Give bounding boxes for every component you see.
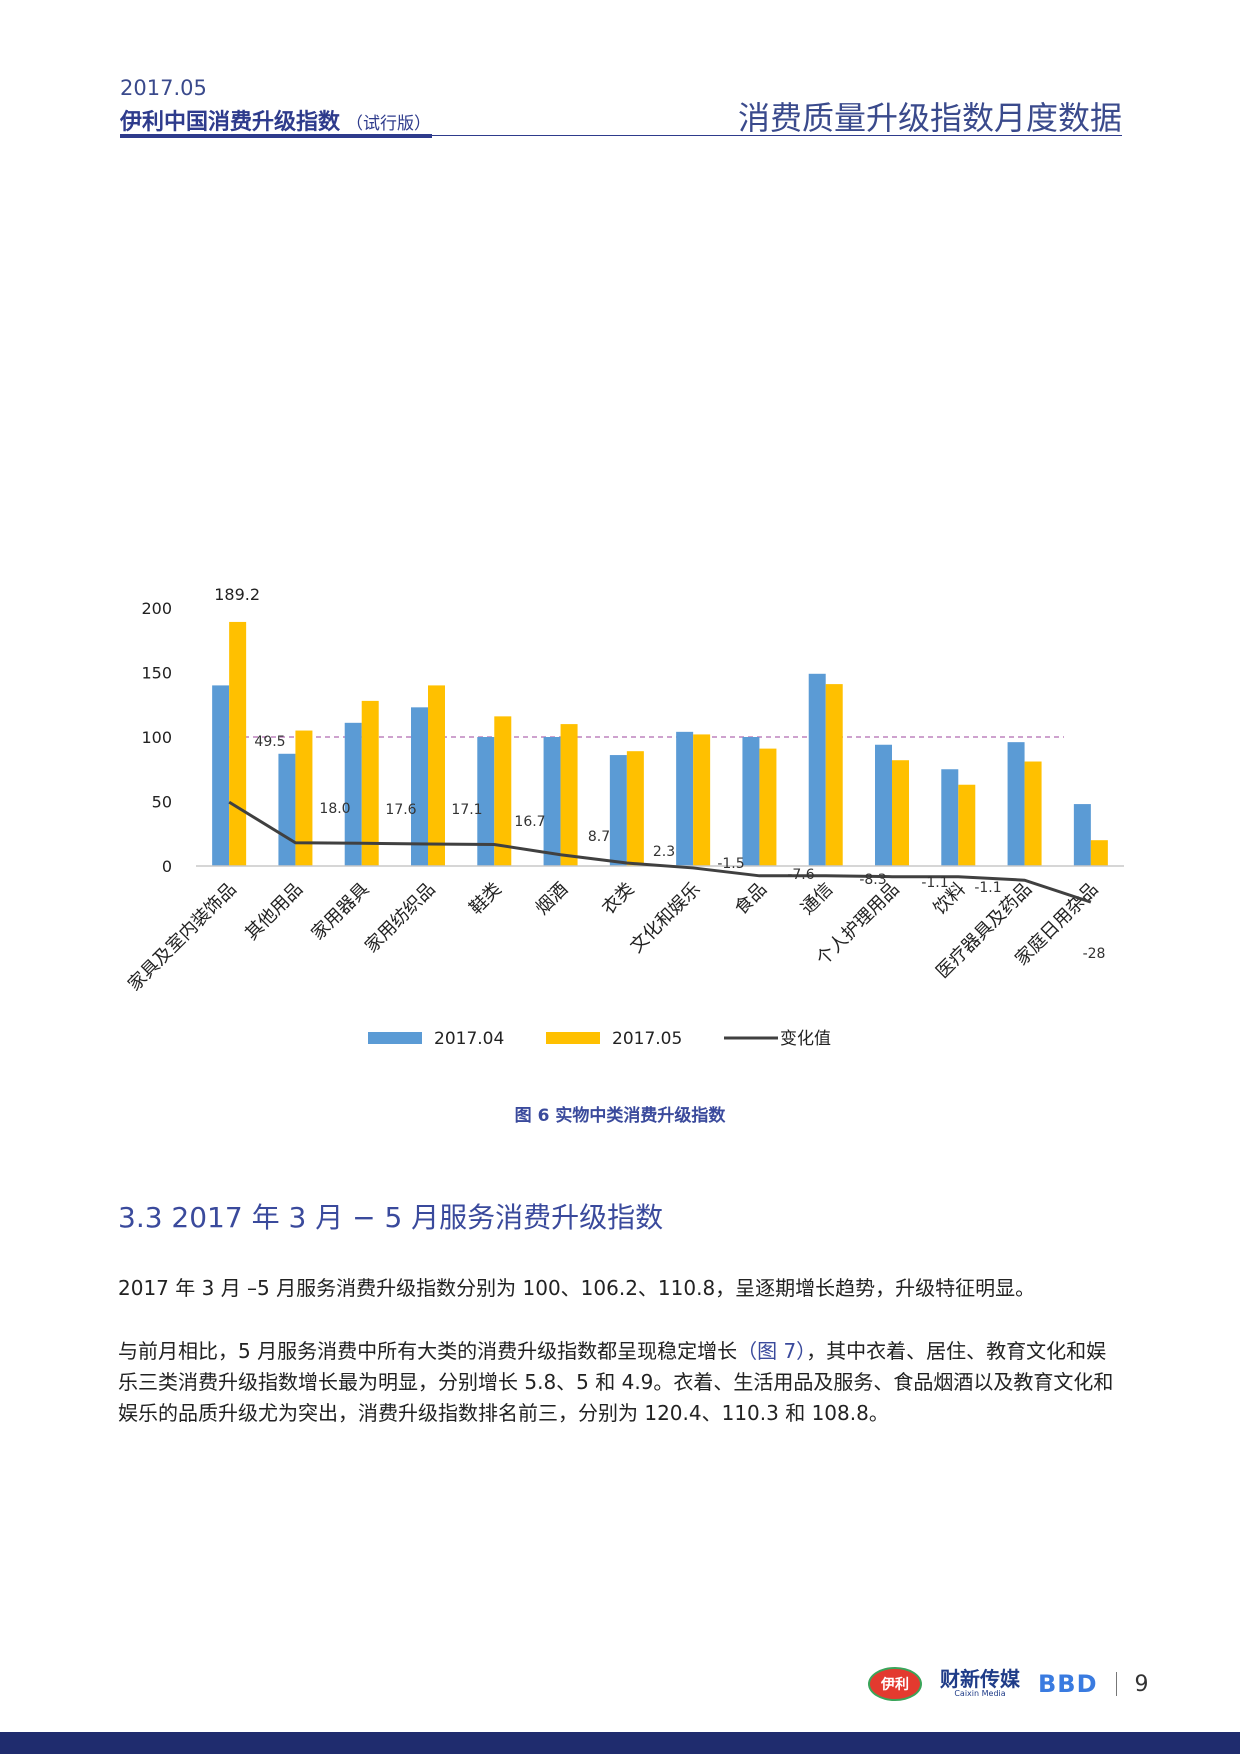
bar-2017-04 (278, 753, 296, 866)
bar-2017-04 (1073, 804, 1091, 866)
line-data-label: -7.6 (787, 867, 814, 883)
bar-2017-05 (892, 760, 909, 866)
y-tick-label: 50 (152, 793, 172, 812)
bar-2017-05 (560, 724, 578, 866)
bar-2017-04 (411, 707, 428, 866)
bar-data-label: 189.2 (214, 585, 260, 604)
legend-label-change: 变化值 (780, 1029, 831, 1049)
line-data-label: 18.0 (319, 801, 350, 817)
legend-swatch-2017-05 (546, 1032, 600, 1044)
header-right-title: 消费质量升级指数月度数据 (737, 99, 1122, 137)
line-data-label: 17.1 (451, 802, 482, 818)
line-data-label: 16.7 (514, 814, 545, 830)
y-tick-label: 150 (141, 664, 172, 683)
header-date: 2017.05 (120, 76, 207, 100)
bar-2017-04 (742, 737, 760, 866)
paragraph-2: 与前月相比，5 月服务消费中所有大类的消费升级指数都呈现稳定增长（图 7），其中… (118, 1336, 1124, 1429)
footer-logos: 伊利 财新传媒 Caixin Media BBD 9 (868, 1667, 1149, 1701)
caixin-logo-text: 财新传媒 (940, 1667, 1020, 1691)
bar-2017-04 (1007, 742, 1025, 866)
figure-7-reference: （图 7） (737, 1339, 807, 1363)
x-category-label: 烟酒 (532, 879, 572, 919)
bar-2017-04 (543, 737, 561, 866)
caixin-logo-subtext: Caixin Media (954, 1689, 1006, 1698)
section-title: 3.3 2017 年 3 月 − 5 月服务消费升级指数 (118, 1201, 664, 1234)
line-data-label: 49.5 (254, 734, 285, 750)
line-data-label: 2.3 (653, 844, 675, 860)
bar-2017-04 (676, 731, 694, 866)
bottom-bar (0, 1732, 1240, 1754)
x-category-label: 家用纺织品 (361, 879, 439, 957)
paragraph-2-text-b: ，其中衣着、居住、教育文化和娱乐三类消费升级指数增长最为明显，分别增长 5.8、… (118, 1339, 1114, 1425)
y-tick-label: 100 (141, 728, 172, 747)
x-category-label: 鞋类 (466, 879, 506, 919)
bar-2017-05 (825, 684, 843, 866)
line-data-label: -8.3 (859, 872, 886, 888)
header-title-main: 伊利中国消费升级指数 (120, 110, 341, 135)
chart-caption: 图 6 实物中类消费升级指数 (514, 1106, 726, 1126)
bar-2017-05 (428, 685, 445, 866)
line-data-label: -1.5 (717, 856, 744, 872)
bar-2017-05 (626, 751, 644, 866)
bar-2017-05 (693, 734, 711, 866)
x-category-label: 家用器具 (307, 879, 373, 945)
bar-2017-04 (344, 722, 362, 866)
bar-2017-04 (609, 755, 627, 866)
x-category-label: 其他用品 (241, 879, 307, 945)
x-category-label: 家具及室内装饰品 (124, 879, 241, 996)
bar-2017-05 (759, 748, 777, 866)
header-underline-accent (120, 134, 432, 138)
bar-2017-05 (361, 700, 379, 866)
line-data-label: 8.7 (588, 829, 610, 845)
y-tick-label: 200 (141, 599, 172, 618)
header-underline (120, 135, 1122, 136)
x-category-label: 衣类 (598, 879, 638, 919)
bbd-logo: BBD (1038, 1670, 1098, 1698)
bar-2017-04 (477, 737, 495, 866)
change-value-line (228, 800, 1092, 904)
line-data-label: -1.1 (974, 880, 1001, 896)
x-category-label: 通信 (797, 879, 837, 919)
bar-2017-04 (941, 769, 959, 866)
bar-2017-04 (875, 744, 892, 866)
legend-swatch-2017-04 (368, 1032, 422, 1044)
bar-2017-05 (229, 621, 247, 866)
yili-logo: 伊利 (868, 1667, 922, 1701)
line-data-label: -1.1 (921, 875, 948, 891)
bar-2017-05 (494, 716, 512, 866)
bar-2017-05 (1090, 840, 1108, 866)
bar-2017-04 (808, 673, 826, 866)
paragraph-2-text-a: 与前月相比，5 月服务消费中所有大类的消费升级指数都呈现稳定增长 (118, 1339, 738, 1363)
footer-separator (1115, 1672, 1117, 1696)
paragraph-1: 2017 年 3 月 –5 月服务消费升级指数分别为 100、106.2、110… (118, 1276, 1036, 1300)
bar-2017-05 (1024, 761, 1042, 866)
legend-label-2017-05: 2017.05 (612, 1029, 682, 1049)
legend-label-2017-04: 2017.04 (434, 1029, 504, 1049)
y-tick-label: 0 (162, 857, 172, 876)
header-title: 伊利中国消费升级指数 （试行版） (120, 104, 431, 136)
bar-2017-05 (295, 730, 313, 866)
header-title-suffix: （试行版） (346, 114, 432, 134)
page-number: 9 (1134, 1671, 1149, 1697)
line-data-label: 17.6 (385, 802, 416, 818)
x-category-label: 文化和娱乐 (626, 879, 704, 957)
line-data-label: -28 (1083, 946, 1106, 962)
caixin-logo: 财新传媒 Caixin Media (940, 1669, 1020, 1699)
bar-2017-05 (958, 784, 976, 866)
x-category-label: 食品 (731, 879, 771, 919)
bar-2017-04 (212, 685, 230, 866)
